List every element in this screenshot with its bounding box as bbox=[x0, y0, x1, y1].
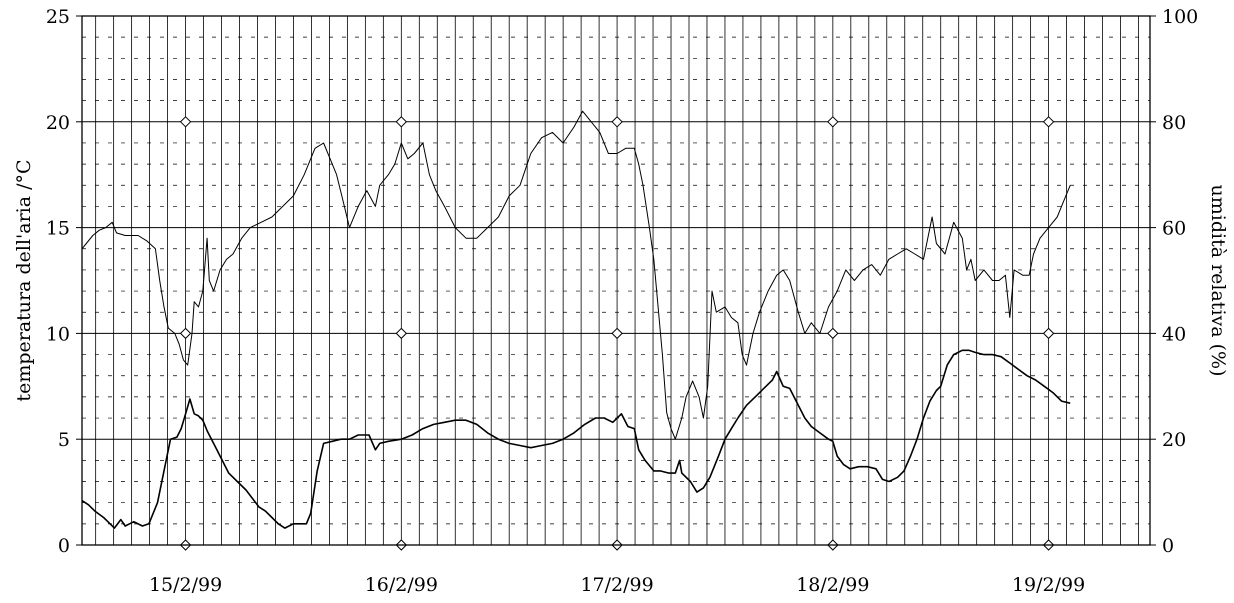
y-axis-title: temperatura dell'aria /°C bbox=[13, 159, 35, 401]
y2-tick-label: 60 bbox=[1162, 218, 1186, 240]
x-tick-label: 17/2/99 bbox=[580, 574, 653, 596]
day-marker bbox=[1042, 116, 1055, 128]
day-marker bbox=[395, 327, 408, 340]
day-marker bbox=[827, 327, 839, 340]
day-marker bbox=[179, 327, 192, 340]
tick-labels: 0 5 10 15 20 25 0 20 40 60 80 100 15/2/99 16/2/99 17/2… bbox=[46, 6, 1198, 596]
y-tick-label: 10 bbox=[46, 323, 70, 345]
y2-tick-label: 100 bbox=[1162, 6, 1198, 28]
day-marker bbox=[1042, 327, 1055, 340]
day-marker bbox=[179, 116, 192, 128]
grid bbox=[82, 16, 1150, 545]
x-tick-label: 18/2/99 bbox=[796, 574, 869, 596]
day-markers bbox=[179, 116, 1055, 551]
plot-frame bbox=[81, 15, 1151, 546]
y2-tick-label: 20 bbox=[1162, 429, 1186, 451]
x-tick-label: 15/2/99 bbox=[149, 574, 222, 596]
x-tick-label: 19/2/99 bbox=[1012, 574, 1085, 596]
day-marker bbox=[827, 116, 839, 128]
y-tick-label: 0 bbox=[58, 535, 70, 557]
humidity-line bbox=[81, 110, 1071, 440]
y-tick-label: 15 bbox=[46, 218, 70, 240]
y2-tick-label: 0 bbox=[1162, 535, 1174, 557]
day-marker bbox=[611, 116, 623, 128]
temperature-line bbox=[81, 349, 1071, 529]
y2-tick-label: 40 bbox=[1162, 323, 1186, 345]
y-tick-label: 25 bbox=[46, 6, 70, 28]
day-marker bbox=[395, 116, 408, 128]
y2-axis-title: umidità relativa (%) bbox=[1207, 185, 1229, 377]
y2-tick-label: 80 bbox=[1162, 112, 1186, 134]
series-group bbox=[81, 110, 1071, 529]
y-tick-label: 20 bbox=[46, 112, 70, 134]
x-tick-label: 16/2/99 bbox=[365, 574, 438, 596]
y-tick-label: 5 bbox=[58, 429, 70, 451]
day-marker bbox=[611, 327, 623, 340]
